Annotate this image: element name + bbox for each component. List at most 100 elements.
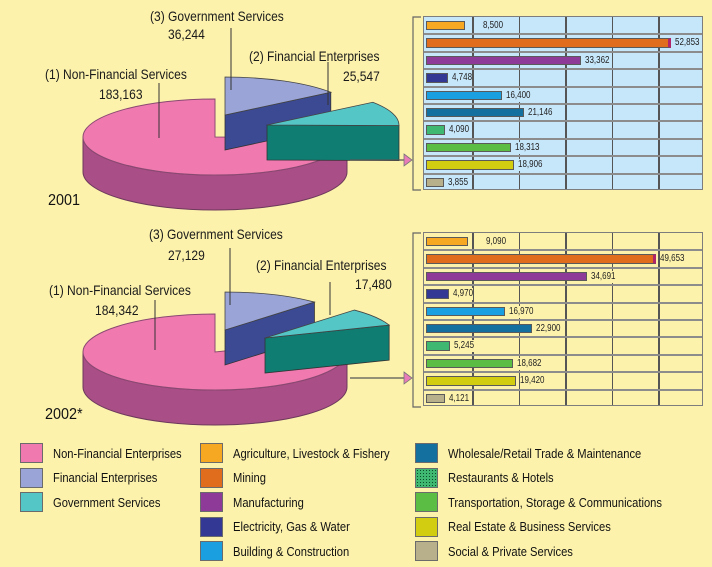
grid-line-horizontal	[424, 388, 702, 391]
pie2001-label-financial: (2) Financial Enterprises	[249, 48, 380, 64]
bar	[426, 358, 513, 369]
bar	[426, 38, 672, 48]
bar-value-label: 21,146	[528, 107, 553, 119]
bar	[426, 125, 445, 135]
bar-value-label: 34,691	[590, 270, 616, 283]
legend-item: Wholesale/Retail Trade & Maintenance	[415, 443, 673, 463]
legend-swatch	[415, 516, 438, 537]
bar-value-label: 33,362	[584, 54, 610, 67]
pie2002-value-nonfinancial: 184,342	[95, 302, 139, 318]
bar	[426, 108, 525, 118]
legend-label: Non-Financial Enterprises	[53, 445, 182, 461]
pie2001-side-financial	[266, 124, 400, 161]
legend-label: Electricity, Gas & Water	[233, 519, 350, 534]
bar-value-label: 18,906	[517, 159, 543, 172]
grid-line-horizontal	[424, 33, 702, 36]
legend-label: Agriculture, Livestock & Fishery	[233, 445, 390, 461]
legend-item: Manufacturing	[200, 492, 315, 512]
legend-label: Manufacturing	[233, 494, 304, 510]
legend-label: Real Estate & Business Services	[448, 519, 611, 534]
legend-label: Financial Enterprises	[53, 470, 158, 485]
pie2002-value-financial: 17,480	[355, 276, 392, 292]
legend-item: Social & Private Services	[415, 541, 593, 561]
grid-line-horizontal	[424, 68, 702, 71]
grid-line-horizontal	[424, 155, 702, 158]
bar-value-label: 16,400	[506, 89, 531, 102]
grid-line-horizontal	[424, 301, 702, 304]
legend-item: Non-Financial Enterprises	[20, 443, 203, 463]
grid-line-horizontal	[424, 266, 702, 269]
legend-item: Electricity, Gas & Water	[200, 516, 369, 537]
bar-value-label: 4,748	[452, 72, 473, 85]
legend-item: Mining	[200, 467, 271, 488]
grid-line-horizontal	[424, 137, 702, 140]
bar	[426, 341, 451, 351]
legend-label: Restaurants & Hotels	[448, 470, 554, 485]
legend-label: Social & Private Services	[448, 543, 573, 559]
legend-swatch	[20, 467, 43, 488]
legend-label: Building & Construction	[233, 543, 350, 559]
legend-swatch	[200, 443, 223, 463]
bar-value-label: 18,682	[516, 357, 542, 370]
bar	[426, 254, 657, 264]
grid-line-horizontal	[424, 371, 702, 374]
pie2002-label-government: (3) Government Services	[149, 226, 283, 242]
pie2001-slice-government	[224, 76, 333, 116]
grid-line-horizontal	[424, 336, 702, 339]
pie2001-slice-financial	[266, 101, 400, 126]
bar	[426, 376, 517, 386]
grid-line-horizontal	[424, 249, 702, 252]
legend-swatch	[200, 516, 223, 537]
pie2002-slice-financial	[264, 309, 391, 339]
bar-value-label: 4,090	[448, 124, 469, 137]
bar	[426, 90, 503, 100]
legend-label: Wholesale/Retail Trade & Maintenance	[448, 445, 642, 461]
legend-swatch	[200, 541, 223, 561]
legend-swatch	[20, 443, 43, 463]
bar-value-label: 5,245	[454, 340, 475, 353]
pie2001-year-label: 2001	[48, 192, 81, 209]
pie2001-value-government: 36,244	[168, 26, 205, 42]
bar-value-label: 19,420	[520, 375, 545, 388]
legend-swatch	[415, 467, 438, 488]
bar-plot-area-1: 8,500 52,853 33,362 4,748 16,400 21,146 4,090 1…	[423, 16, 703, 190]
legend-item: Restaurants & Hotels	[415, 467, 571, 488]
legend-label: Government Services	[53, 494, 161, 510]
bar-value-label: 22,900	[536, 323, 561, 335]
pie2002-label-financial: (2) Financial Enterprises	[256, 257, 387, 273]
legend-swatch	[200, 467, 223, 488]
legend-item: Building & Construction	[200, 541, 368, 561]
bar-value-label: 52,853	[675, 37, 700, 50]
bar	[426, 177, 444, 187]
bar-value-label: 4,970	[453, 288, 474, 301]
legend-item: Transportation, Storage & Communications	[415, 492, 697, 512]
legend-label: Transportation, Storage & Communications	[448, 494, 662, 510]
bar	[426, 237, 469, 247]
bar	[426, 271, 587, 282]
pie2001-label-government: (3) Government Services	[150, 8, 284, 24]
grid-line-horizontal	[424, 85, 702, 88]
grid-line-horizontal	[424, 172, 702, 175]
pie2002-year-label: 2002*	[45, 406, 83, 423]
bar	[426, 306, 505, 316]
pie2001-bracket	[412, 16, 421, 191]
bar-value-label: 8,500	[483, 20, 504, 32]
bar-value-label: 3,855	[447, 176, 468, 189]
bar-value-label: 16,970	[508, 305, 534, 318]
legend-item: Government Services	[20, 492, 178, 512]
bar-plot-area-3: 9,090 49,653 34,691 4,970 16,970 22,900 5,245 1…	[423, 232, 703, 406]
bar	[426, 289, 450, 299]
bar	[426, 324, 533, 334]
bar-value-label: 49,653	[660, 253, 685, 266]
bar	[426, 393, 446, 403]
legend-item: Financial Enterprises	[20, 467, 174, 488]
pie2002-arrowhead-icon	[403, 371, 413, 385]
legend-swatch	[415, 492, 438, 512]
grid-line-horizontal	[424, 103, 702, 105]
bar	[426, 21, 466, 31]
grid-line-horizontal	[424, 50, 702, 53]
legend-item: Agriculture, Livestock & Fishery	[200, 443, 415, 463]
pie2002-value-government: 27,129	[168, 247, 205, 263]
